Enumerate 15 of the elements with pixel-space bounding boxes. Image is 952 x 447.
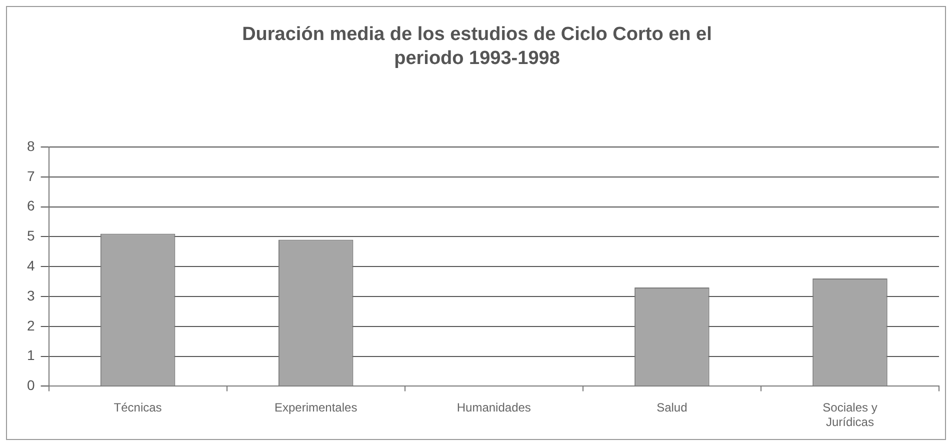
x-tick-label: Humanidades [456,400,531,415]
x-tick-label: Sociales y Jurídicas [822,400,878,430]
y-tick-label: 8 [26,138,35,154]
y-tick-label: 2 [26,317,35,334]
x-tick-label: Técnicas [114,400,162,415]
x-tick-label: Salud [656,400,688,415]
y-tick-label: 3 [26,287,35,304]
y-tick-label: 5 [26,228,35,244]
y-tick-label: 1 [26,347,35,364]
y-tick-label: 0 [26,377,35,394]
y-tick-label: 4 [26,257,35,274]
chart-title: Duración media de los estudios de Ciclo Corto en el periodo 1993-1998 [241,23,713,71]
x-tick-label: Experimentales [274,400,358,415]
y-tick-label: 7 [26,168,35,184]
y-tick-label: 6 [26,198,35,214]
